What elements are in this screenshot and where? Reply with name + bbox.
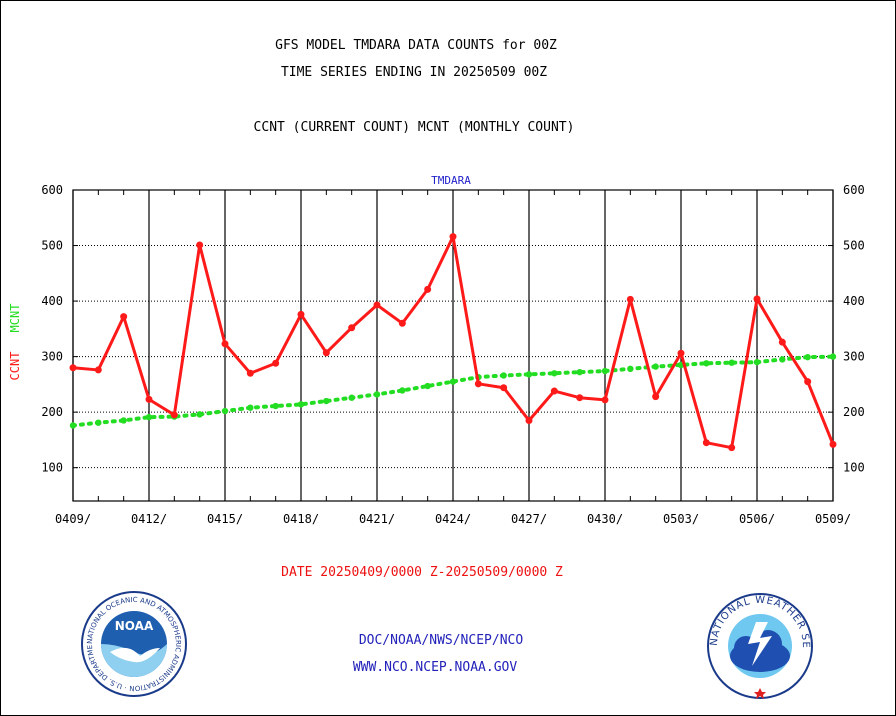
data-point-mcnt — [424, 382, 431, 390]
data-point-mcnt — [753, 358, 761, 366]
data-point-ccnt — [272, 359, 280, 367]
x-tick-label: 0418/ — [283, 512, 319, 526]
data-point-mcnt — [272, 402, 279, 410]
data-point-mcnt — [297, 401, 305, 408]
noaa-logo-text: NOAA — [115, 619, 154, 633]
data-point-ccnt — [677, 349, 685, 357]
y-tick-label-right: 400 — [843, 294, 865, 308]
x-tick-label: 0509/ — [815, 512, 851, 526]
data-point-ccnt — [246, 369, 254, 377]
y-tick-label-left: 100 — [41, 461, 63, 475]
noaa-logo: NATIONAL OCEANIC AND ATMOSPHERIC ADMINIS… — [80, 590, 187, 697]
data-point-ccnt — [145, 395, 153, 403]
data-point-ccnt — [804, 378, 812, 386]
x-tick-label: 0503/ — [663, 512, 699, 526]
data-point-mcnt — [69, 422, 77, 429]
x-tick-label: 0421/ — [359, 512, 395, 526]
y-tick-label-right: 100 — [843, 461, 865, 475]
x-tick-label: 0415/ — [207, 512, 243, 526]
data-point-mcnt — [804, 353, 811, 361]
data-point-ccnt — [297, 310, 305, 318]
data-point-ccnt — [778, 338, 786, 346]
data-point-ccnt — [702, 439, 710, 447]
data-point-mcnt — [399, 387, 406, 394]
chart-title-line1: GFS MODEL TMDARA DATA COUNTS for 00Z — [275, 38, 557, 53]
data-point-mcnt — [703, 360, 710, 367]
data-point-mcnt — [652, 363, 659, 370]
x-tick-label: 0506/ — [739, 512, 775, 526]
data-point-ccnt — [525, 416, 533, 424]
y-tick-label-left: 600 — [41, 183, 63, 197]
data-point-mcnt — [576, 368, 583, 376]
data-point-mcnt — [221, 407, 229, 415]
data-point-mcnt — [247, 404, 254, 411]
data-point-ccnt — [753, 295, 761, 303]
data-point-ccnt — [348, 324, 356, 332]
x-tick-label: 0409/ — [55, 512, 91, 526]
y-tick-label-right: 500 — [843, 239, 865, 253]
y-tick-label-right: 300 — [843, 350, 865, 364]
data-point-ccnt — [576, 394, 584, 402]
data-point-ccnt — [500, 384, 508, 392]
chart-subtitle: CCNT (CURRENT COUNT) MCNT (MONTHLY COUNT… — [253, 120, 575, 135]
date-range-label: DATE 20250409/0000 Z-20250509/0000 Z — [281, 565, 563, 580]
data-point-mcnt — [627, 365, 634, 373]
data-point-ccnt — [626, 295, 634, 303]
y-tick-label-left: 300 — [41, 350, 63, 364]
x-tick-label: 0424/ — [435, 512, 471, 526]
org-path-label: DOC/NOAA/NWS/NCEP/NCO — [358, 633, 524, 648]
y-axis-label-ccnt: CCNT — [8, 352, 22, 381]
x-tick-label: 0412/ — [131, 512, 167, 526]
data-point-mcnt — [829, 353, 837, 360]
x-tick-label: 0427/ — [511, 512, 547, 526]
data-point-ccnt — [94, 366, 102, 374]
data-point-mcnt — [145, 413, 153, 421]
data-point-ccnt — [550, 387, 558, 395]
data-point-mcnt — [95, 419, 102, 426]
data-point-mcnt — [120, 417, 127, 424]
data-point-ccnt — [424, 285, 432, 293]
y-tick-label-left: 200 — [41, 405, 63, 419]
y-tick-label-right: 200 — [843, 405, 865, 419]
y-tick-label-left: 400 — [41, 294, 63, 308]
data-point-mcnt — [348, 394, 355, 401]
data-point-ccnt — [69, 364, 77, 372]
data-point-ccnt — [120, 313, 128, 321]
data-point-ccnt — [170, 411, 178, 419]
data-point-ccnt — [221, 340, 229, 348]
chart-title-line2: TIME SERIES ENDING IN 20250509 00Z — [280, 65, 548, 80]
y-tick-label-left: 500 — [41, 239, 63, 253]
data-point-ccnt — [322, 349, 330, 357]
data-point-mcnt — [373, 391, 381, 398]
data-point-mcnt — [500, 372, 507, 379]
data-point-mcnt — [601, 367, 609, 375]
website-link[interactable]: WWW.NCO.NCEP.NOAA.GOV — [352, 660, 518, 675]
data-point-ccnt — [449, 233, 457, 241]
data-point-mcnt — [728, 359, 735, 366]
data-point-mcnt — [779, 356, 786, 363]
data-point-mcnt — [323, 397, 330, 405]
panel-title: TMDARA — [431, 174, 471, 187]
data-point-ccnt — [474, 380, 482, 388]
data-point-mcnt — [196, 411, 203, 418]
y-axis-label-mcnt: MCNT — [8, 304, 22, 333]
data-point-mcnt — [525, 371, 533, 378]
y-axis-labels: CCNT MCNT — [8, 304, 22, 381]
data-point-ccnt — [829, 440, 837, 448]
data-point-mcnt — [449, 378, 457, 385]
data-point-ccnt — [196, 241, 204, 249]
data-point-ccnt — [373, 301, 381, 309]
y-tick-label-right: 600 — [843, 183, 865, 197]
data-point-ccnt — [652, 393, 660, 401]
data-point-ccnt — [728, 444, 736, 452]
x-tick-label: 0430/ — [587, 512, 623, 526]
nws-logo: NATIONAL WEATHER SERVICE — [706, 592, 813, 699]
data-point-ccnt — [601, 396, 609, 404]
data-point-mcnt — [551, 370, 558, 377]
data-point-ccnt — [398, 319, 406, 327]
